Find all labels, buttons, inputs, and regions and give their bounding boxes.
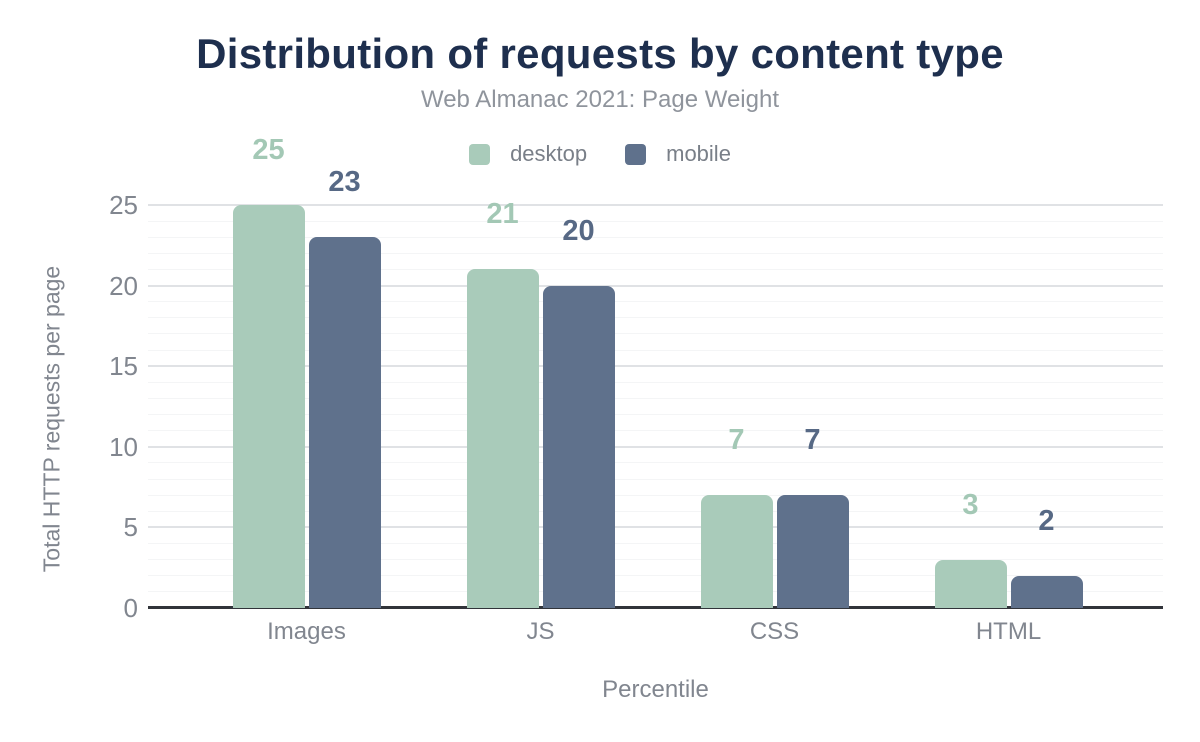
y-tick-label: 10 (109, 431, 138, 462)
y-tick-label: 5 (123, 512, 138, 543)
y-tick-label: 15 (109, 351, 138, 382)
minor-gridline (148, 430, 1163, 432)
minor-gridline (148, 462, 1163, 464)
bar-mobile-images (308, 237, 381, 608)
value-label-mobile-js: 20 (562, 214, 595, 247)
legend-label-mobile: mobile (666, 141, 731, 166)
bar-mobile-html (1010, 575, 1083, 608)
x-axis-title: Percentile (602, 676, 709, 703)
chart-subtitle: Web Almanac 2021: Page Weight (420, 86, 779, 113)
value-label-mobile-html: 2 (1038, 504, 1055, 537)
mobile-swatch-icon (625, 143, 647, 165)
legend-item-desktop: desktop (469, 141, 587, 167)
minor-gridline (148, 333, 1163, 335)
x-category-label-images: Images (267, 618, 346, 645)
minor-gridline (148, 559, 1163, 561)
value-label-desktop-html: 3 (962, 488, 979, 521)
x-category-label-css: CSS (749, 618, 800, 645)
minor-gridline (148, 591, 1163, 593)
bar-mobile-css (776, 495, 849, 608)
legend-item-mobile: mobile (625, 141, 731, 167)
minor-gridline (148, 397, 1163, 399)
value-label-desktop-css: 7 (728, 424, 745, 457)
x-category-label-html: HTML (975, 618, 1042, 645)
major-gridline (148, 284, 1163, 287)
minor-gridline (148, 543, 1163, 545)
minor-gridline (148, 575, 1163, 577)
major-gridline (148, 365, 1163, 368)
value-label-desktop-images: 25 (252, 134, 285, 166)
minor-gridline (148, 510, 1163, 512)
chart-title: Distribution of requests by content type (196, 30, 1004, 77)
bar-desktop-css (700, 495, 773, 608)
y-tick-label: 0 (123, 593, 138, 623)
major-gridline (148, 204, 1163, 206)
bar-mobile-js (542, 285, 615, 608)
minor-gridline (148, 317, 1163, 319)
bar-desktop-images (232, 205, 305, 608)
desktop-swatch-icon (469, 143, 491, 165)
minor-gridline (148, 494, 1163, 496)
x-category-label-js: JS (526, 618, 555, 645)
legend-label-desktop: desktop (510, 141, 588, 166)
bar-desktop-html (934, 559, 1007, 608)
legend: desktop mobile (0, 141, 1200, 167)
y-tick-label: 20 (109, 270, 138, 301)
value-label-desktop-js: 21 (486, 198, 519, 231)
minor-gridline (148, 252, 1163, 254)
value-label-mobile-images: 23 (328, 166, 361, 199)
minor-gridline (148, 381, 1163, 383)
major-gridline (148, 445, 1163, 448)
minor-gridline (148, 478, 1163, 480)
value-label-mobile-css: 7 (804, 424, 821, 457)
minor-gridline (148, 268, 1163, 270)
minor-gridline (148, 414, 1163, 416)
minor-gridline (148, 301, 1163, 303)
bar-desktop-js (466, 269, 539, 608)
x-axis-line (148, 606, 1163, 609)
minor-gridline (148, 349, 1163, 351)
minor-gridline (148, 236, 1163, 238)
minor-gridline (148, 220, 1163, 222)
major-gridline (148, 526, 1163, 529)
y-tick-label: 25 (109, 190, 138, 220)
